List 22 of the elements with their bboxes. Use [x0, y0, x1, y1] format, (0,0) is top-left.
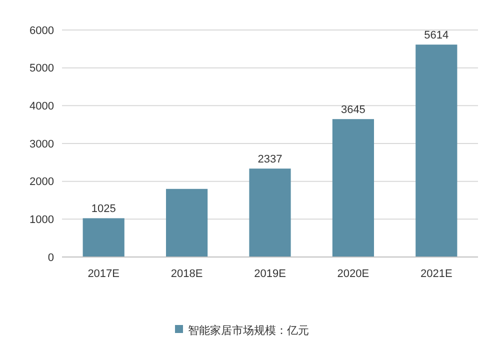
y-tick-label: 0 [48, 252, 54, 264]
y-tick-label: 2000 [30, 176, 54, 188]
data-label: 1025 [91, 203, 116, 216]
data-label: 3645 [340, 104, 366, 116]
legend-label: 智能家居市场规模：亿元 [188, 324, 309, 337]
bar [416, 44, 458, 257]
y-tick-label: 3000 [30, 138, 54, 150]
data-label: 2337 [258, 154, 282, 166]
bar [82, 218, 124, 257]
x-tick-label: 2019E [254, 268, 286, 280]
y-tick-label: 4000 [30, 100, 54, 113]
y-tick-label: 1000 [30, 214, 54, 226]
x-tick-label: 2018E [170, 268, 203, 280]
y-tick-label: 5000 [30, 62, 54, 75]
bar [332, 119, 374, 257]
x-tick-label: 2021E [420, 268, 452, 280]
x-tick-label: 2020E [337, 268, 370, 280]
data-label: 5614 [424, 30, 449, 42]
bar [249, 168, 291, 257]
bar [166, 188, 208, 257]
y-tick-label: 6000 [30, 24, 54, 37]
x-tick-label: 2017E [88, 268, 120, 280]
